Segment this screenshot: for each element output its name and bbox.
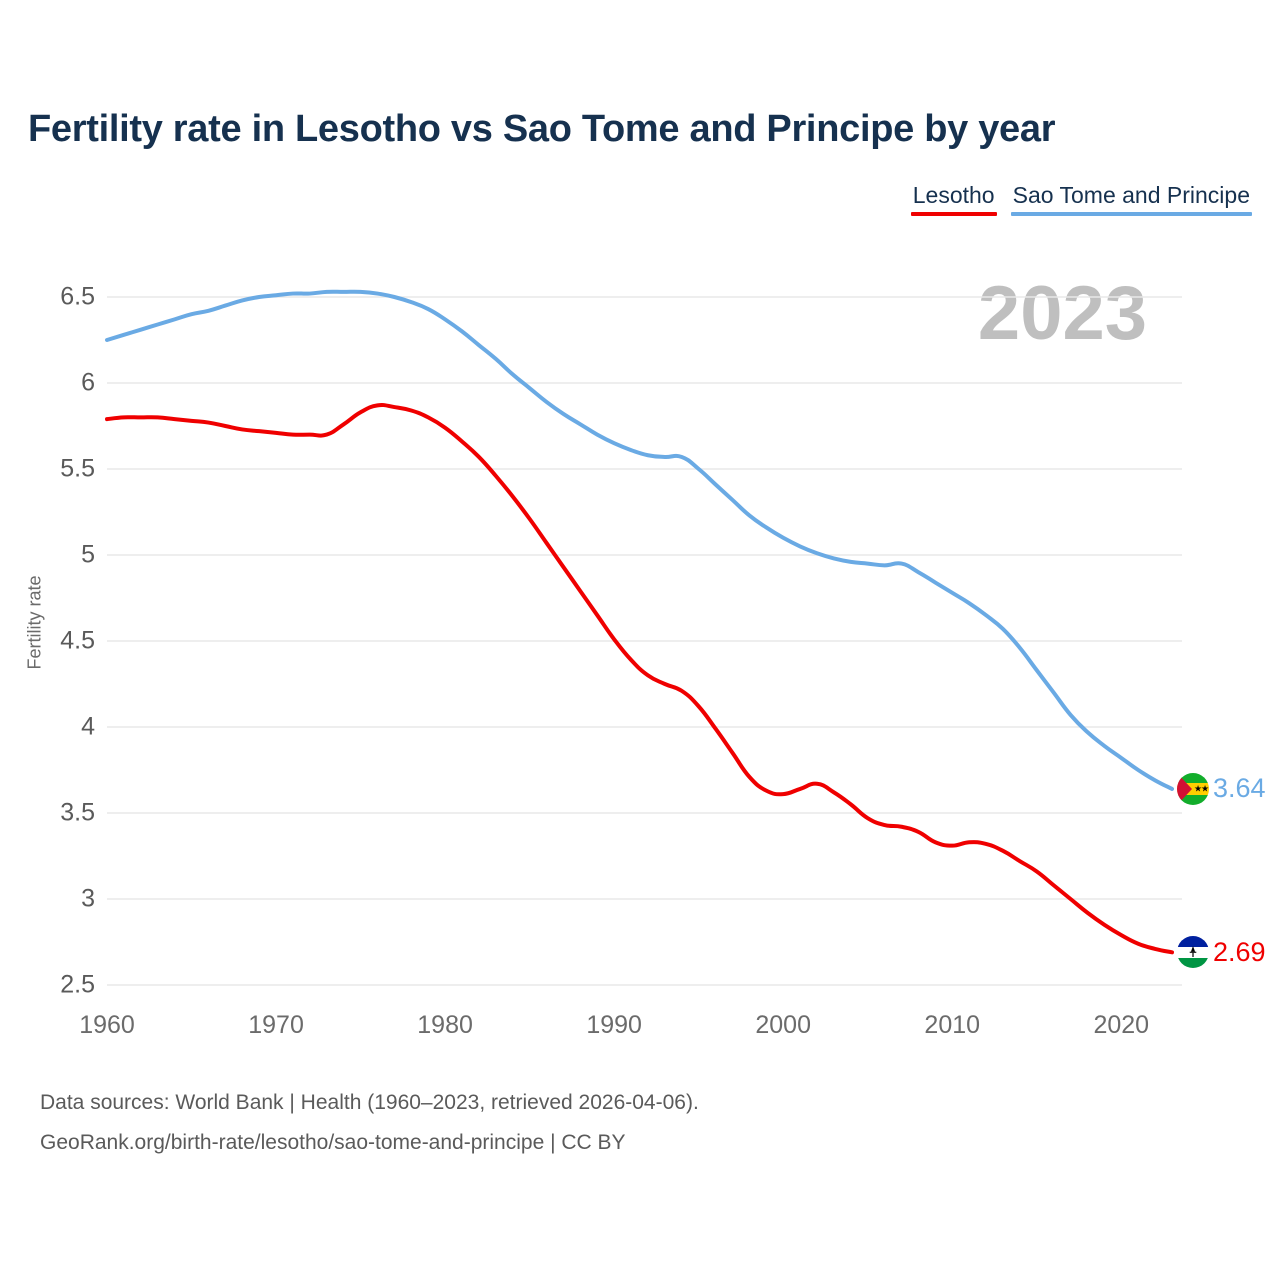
y-axis-tick-label: 6.5 xyxy=(60,282,95,311)
x-axis-tick-label: 1960 xyxy=(79,1011,135,1039)
y-axis-tick-label: 3.5 xyxy=(60,798,95,827)
legend-item-lesotho[interactable]: Lesotho xyxy=(910,182,997,216)
end-value-lesotho: 2.69 xyxy=(1213,936,1266,967)
series-line-sao-tome-and-principe[interactable] xyxy=(105,289,1174,791)
legend: Lesotho Sao Tome and Principe xyxy=(910,182,1252,216)
sao-tome-and-principe-flag-icon: ★ ★ xyxy=(1177,772,1209,805)
page-title: Fertility rate in Lesotho vs Sao Tome an… xyxy=(28,108,1056,150)
y-axis-tick-label: 3 xyxy=(81,884,95,913)
end-label-lesotho[interactable]: 2.69 xyxy=(1177,936,1266,969)
x-axis-tick-label: 1980 xyxy=(417,1011,473,1039)
legend-rule-sao-tome-and-principe xyxy=(1010,212,1252,216)
y-axis-tick-label: 5 xyxy=(81,540,95,569)
legend-label-lesotho: Lesotho xyxy=(912,182,995,208)
footer: Data sources: World Bank | Health (1960–… xyxy=(40,1083,699,1163)
gridlines xyxy=(107,296,1182,986)
x-axis-tick-label: 2000 xyxy=(755,1011,811,1039)
footer-line-attribution[interactable]: GeoRank.org/birth-rate/lesotho/sao-tome-… xyxy=(40,1131,626,1154)
x-axis-tick-label: 1970 xyxy=(248,1011,304,1039)
y-axis-tick-label: 6 xyxy=(81,368,95,397)
y-axis-tick-label: 4.5 xyxy=(60,626,95,655)
x-axis-tick-label: 2010 xyxy=(924,1011,981,1039)
legend-rule-lesotho xyxy=(910,212,997,216)
y-axis-tick-label: 2.5 xyxy=(60,970,95,999)
lesotho-flag-icon xyxy=(1177,936,1209,969)
legend-item-sao-tome-and-principe[interactable]: Sao Tome and Principe xyxy=(1010,182,1252,216)
x-axis-tick-label: 1990 xyxy=(586,1011,642,1039)
y-axis-tick-label: 5.5 xyxy=(60,454,95,483)
series-lines xyxy=(105,289,1174,955)
footer-line-data-sources: Data sources: World Bank | Health (1960–… xyxy=(40,1091,699,1114)
legend-label-sao-tome-and-principe: Sao Tome and Principe xyxy=(1012,182,1250,208)
y-axis-tick-label: 4 xyxy=(81,712,95,741)
series-line-lesotho[interactable] xyxy=(105,402,1174,955)
year-watermark: 2023 xyxy=(977,271,1147,356)
end-label-sao-tome-and-principe[interactable]: ★ ★ 3.64 xyxy=(1177,772,1266,805)
x-axis-tick-label: 2020 xyxy=(1093,1011,1150,1039)
end-value-sao-tome-and-principe: 3.64 xyxy=(1213,773,1266,804)
